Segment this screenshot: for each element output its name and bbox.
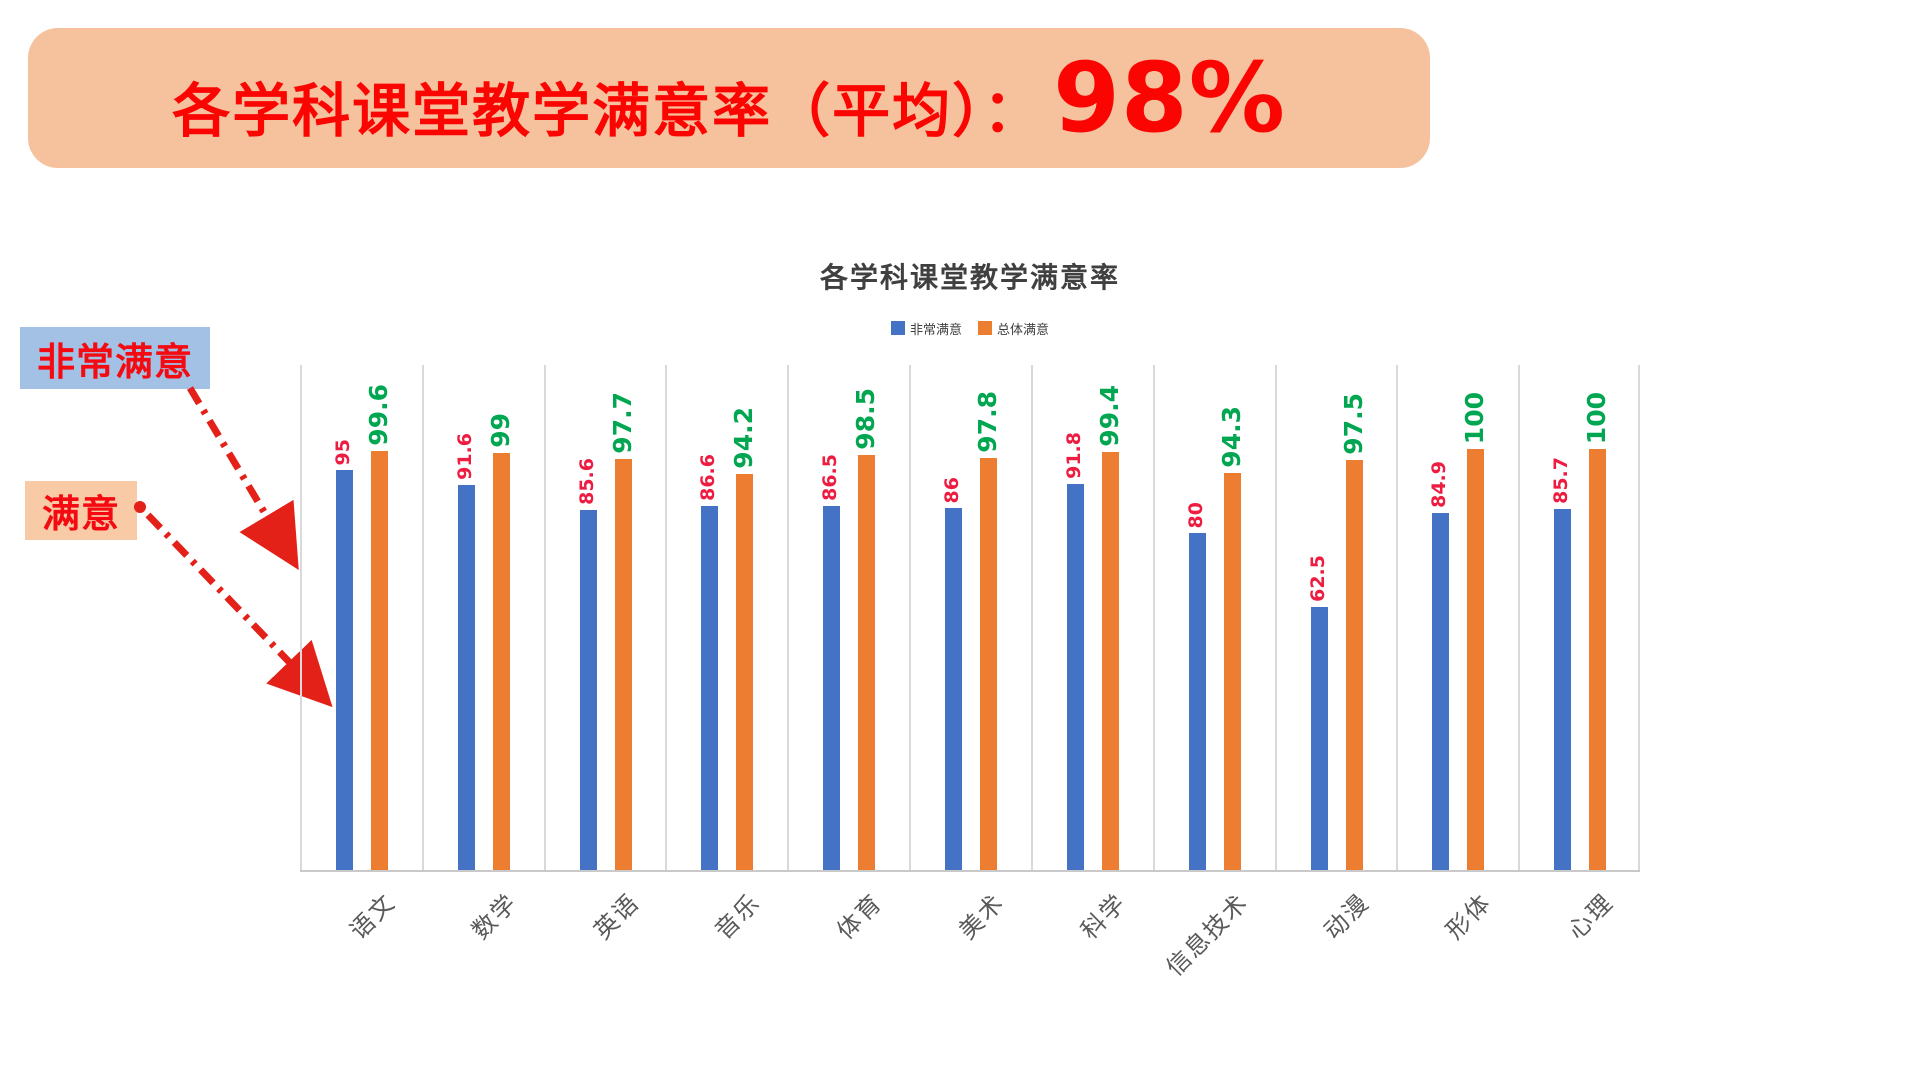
banner-average-value: 98% (1053, 42, 1286, 154)
legend-item-0: 非常满意 (890, 319, 962, 338)
callout-satisfied: 满意 (25, 481, 137, 540)
arrow-very-satisfied (186, 386, 299, 571)
grid-line (422, 365, 424, 870)
bar-value-label: 99.6 (364, 384, 393, 446)
category-label-体育: 体育 (831, 888, 889, 945)
bar-value-label: 99 (486, 413, 515, 448)
category-label-心理: 心理 (1562, 888, 1620, 945)
bar-非常满意-英语 (580, 510, 597, 870)
category-label-信息技术: 信息技术 (1160, 888, 1255, 982)
grid-line (1275, 365, 1277, 870)
grid-line (300, 365, 302, 870)
arrow-satisfied (145, 512, 333, 708)
grid-line (1396, 365, 1398, 870)
bar-非常满意-体育 (823, 506, 840, 870)
banner-title: 各学科课堂教学满意率（平均）： (172, 77, 1044, 145)
bar-非常满意-科学 (1067, 484, 1084, 870)
bar-value-label: 97.8 (973, 391, 1002, 453)
bar-value-label: 86 (941, 476, 963, 503)
bar-总体满意-数学 (493, 453, 510, 870)
bar-总体满意-心理 (1589, 449, 1606, 870)
bar-value-label: 62.5 (1307, 555, 1329, 602)
bar-非常满意-数学 (458, 485, 475, 870)
category-label-语文: 语文 (344, 888, 402, 945)
bar-总体满意-音乐 (736, 474, 753, 870)
category-label-英语: 英语 (588, 888, 646, 945)
legend-swatch-icon (978, 321, 992, 335)
bar-value-label: 98.5 (851, 388, 880, 450)
bar-总体满意-体育 (858, 455, 875, 870)
category-label-动漫: 动漫 (1318, 888, 1376, 945)
legend-item-1: 总体满意 (978, 319, 1049, 338)
bar-非常满意-语文 (336, 470, 353, 870)
grid-line (909, 365, 911, 870)
bar-非常满意-信息技术 (1189, 533, 1206, 870)
bar-value-label: 97.5 (1339, 393, 1368, 455)
bar-value-label: 80 (1185, 501, 1207, 528)
chart-legend: 非常满意 总体满意 (300, 317, 1640, 339)
bar-value-label: 85.7 (1550, 457, 1572, 504)
bar-总体满意-语文 (371, 451, 388, 870)
chart-title: 各学科课堂教学满意率 (819, 261, 1120, 294)
bar-value-label: 86.5 (819, 454, 841, 501)
grid-line (544, 365, 546, 870)
bar-value-label: 91.6 (454, 433, 476, 480)
callout-very-satisfied-label: 非常满意 (36, 339, 193, 384)
chart-plot-area: 95 99.6 语文 91.6 99 数学 85.6 97.7 英语 86.6 94.2 音乐 86.5… (300, 365, 1640, 982)
bar-value-label: 95 (332, 438, 354, 465)
legend-swatch-icon (890, 321, 905, 335)
bar-总体满意-科学 (1102, 452, 1119, 870)
grid-line (665, 365, 667, 870)
bar-value-label: 97.7 (608, 392, 637, 454)
summary-banner: 各学科课堂教学满意率（平均）： 98% (28, 28, 1430, 168)
bar-非常满意-音乐 (701, 506, 718, 870)
legend-label: 非常满意 (909, 322, 962, 338)
grid-line (787, 365, 789, 870)
grid-line (1638, 365, 1640, 870)
callout-satisfied-label: 满意 (41, 492, 120, 536)
bar-value-label: 100 (1460, 391, 1489, 444)
bar-非常满意-形体 (1432, 513, 1449, 870)
bar-总体满意-动漫 (1346, 460, 1363, 870)
grid-line (1153, 365, 1155, 870)
category-label-数学: 数学 (466, 888, 524, 945)
bar-value-label: 85.6 (576, 458, 598, 505)
category-label-形体: 形体 (1440, 888, 1498, 945)
bar-value-label: 91.8 (1063, 432, 1085, 479)
bar-value-label: 99.4 (1095, 385, 1124, 447)
bar-非常满意-美术 (945, 508, 962, 870)
bar-总体满意-形体 (1467, 449, 1484, 870)
bar-value-label: 94.3 (1217, 406, 1246, 468)
bar-总体满意-美术 (980, 458, 997, 870)
bar-value-label: 86.6 (697, 454, 719, 501)
category-label-美术: 美术 (953, 888, 1011, 945)
bar-总体满意-信息技术 (1224, 473, 1241, 870)
grid-line (1518, 365, 1520, 870)
bar-总体满意-英语 (615, 459, 632, 870)
bar-非常满意-心理 (1554, 509, 1571, 870)
bar-非常满意-动漫 (1311, 607, 1328, 870)
bar-value-label: 100 (1582, 391, 1611, 444)
category-label-音乐: 音乐 (709, 888, 767, 945)
grid-line (1031, 365, 1033, 870)
callout-very-satisfied: 非常满意 (20, 327, 210, 389)
legend-label: 总体满意 (997, 322, 1050, 338)
bar-value-label: 84.9 (1428, 461, 1450, 508)
category-label-科学: 科学 (1075, 888, 1133, 945)
bar-value-label: 94.2 (729, 407, 758, 469)
